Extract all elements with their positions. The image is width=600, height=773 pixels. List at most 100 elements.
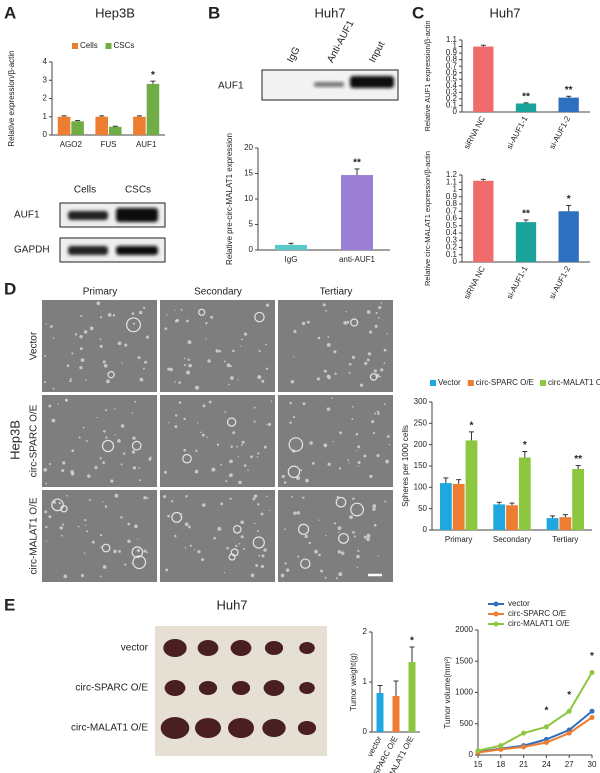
legend-swatch: [430, 380, 436, 386]
cell: [241, 338, 243, 341]
tumor: [299, 642, 315, 654]
y-tick-label: 0: [363, 727, 368, 736]
cell: [211, 467, 216, 472]
series-line: [477, 671, 593, 752]
cell: [218, 349, 222, 353]
significance: **: [522, 91, 530, 102]
cell: [52, 337, 55, 339]
cell: [238, 480, 242, 485]
cell: [293, 329, 297, 334]
cell: [197, 550, 201, 554]
cell: [332, 441, 334, 443]
tumor: [164, 680, 186, 696]
cell: [217, 526, 222, 531]
cell: [377, 316, 380, 319]
blot-row-label: GAPDH: [14, 245, 50, 256]
y-tick-label: 0: [469, 750, 474, 759]
cell: [369, 330, 373, 334]
cell: [134, 524, 138, 529]
bar: [133, 116, 146, 135]
cell: [207, 359, 211, 363]
sphere: [107, 371, 115, 379]
cell: [372, 504, 377, 509]
y-tick-label: 0.2: [446, 94, 458, 103]
micrograph: [42, 300, 157, 392]
cell: [194, 469, 199, 474]
blot-band: [68, 246, 108, 255]
cell: [105, 436, 108, 439]
cell: [225, 480, 228, 483]
cell: [118, 550, 121, 553]
cell: [80, 358, 85, 363]
cell: [52, 387, 55, 390]
cell: [187, 340, 192, 345]
cell: [43, 468, 47, 472]
cell: [230, 445, 233, 449]
significance: *: [567, 194, 571, 205]
error-bar: [523, 219, 529, 223]
cell: [386, 333, 388, 335]
cell: [230, 376, 234, 380]
cell: [255, 564, 259, 567]
y-tick-label: 1.1: [446, 35, 458, 44]
cell: [348, 462, 350, 464]
cell: [377, 412, 380, 415]
cell: [323, 443, 328, 448]
cell: [187, 525, 191, 529]
cell: [170, 500, 174, 503]
sphere: [254, 311, 265, 323]
sphere: [131, 440, 142, 451]
cell: [104, 505, 108, 508]
series-line: [477, 716, 593, 754]
cell: [265, 303, 270, 307]
significance: **: [522, 209, 530, 220]
cell: [383, 348, 387, 352]
sphere: [182, 453, 192, 464]
cell: [266, 423, 268, 426]
cell: [175, 414, 178, 417]
error-bar: [509, 502, 515, 506]
sphere: [287, 465, 301, 479]
cell: [357, 460, 361, 465]
cell: [220, 502, 224, 506]
point: [498, 746, 504, 752]
y-tick-label: 4: [43, 57, 48, 66]
y-tick-label: 0: [43, 130, 48, 139]
cell: [380, 368, 384, 372]
cell: [289, 401, 293, 405]
cell: [289, 421, 292, 424]
panel-letter: B: [208, 3, 220, 22]
cell: [165, 568, 169, 572]
sphere: [198, 308, 206, 316]
cell: [163, 494, 167, 499]
cell: [384, 500, 387, 503]
cell: [306, 320, 310, 324]
cell: [85, 524, 87, 526]
cell: [284, 562, 287, 565]
cell: [194, 385, 199, 390]
panel-letter: D: [4, 279, 16, 298]
cell: [120, 463, 123, 466]
cell: [375, 311, 378, 315]
y-axis-label: Spheres per 1000 cells: [401, 425, 410, 507]
cell: [102, 565, 107, 569]
bar: [341, 175, 373, 250]
cell: [305, 478, 309, 483]
cell: [84, 518, 87, 522]
error-bar: [562, 514, 568, 518]
cell: [238, 542, 241, 545]
cell: [260, 512, 264, 516]
legend-swatch: [105, 43, 112, 49]
cell: [335, 577, 338, 580]
y-tick-label: 150: [414, 461, 428, 470]
chart-title: Hep3B: [95, 5, 135, 20]
cell: [373, 523, 377, 527]
error-bar: [136, 115, 142, 117]
series-line: [477, 710, 593, 753]
cell: [102, 360, 106, 364]
y-tick-label: 1: [363, 677, 368, 686]
blot-lane-label: Cells: [74, 185, 96, 196]
y-tick-label: 1.2: [446, 170, 458, 179]
cell: [270, 400, 273, 402]
cell: [184, 364, 187, 367]
